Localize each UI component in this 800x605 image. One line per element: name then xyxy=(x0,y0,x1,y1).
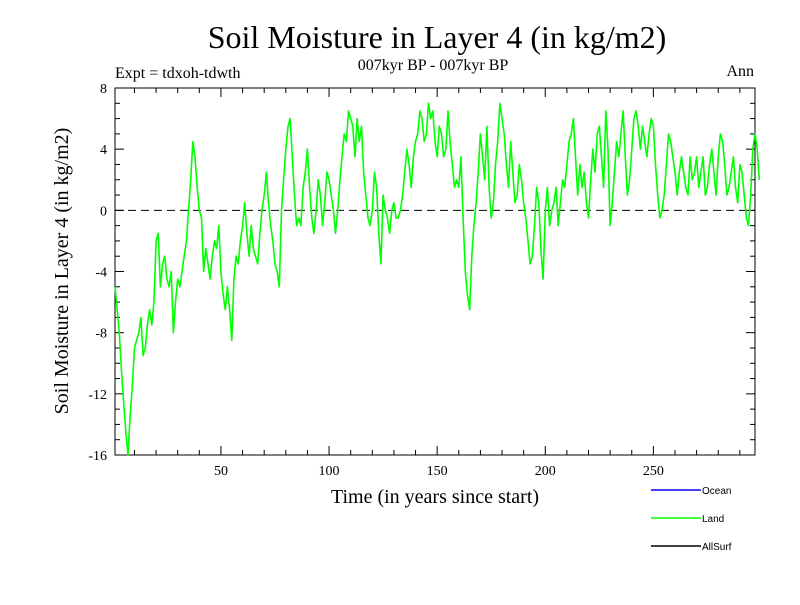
legend-label-ocean: Ocean xyxy=(702,486,731,497)
series-line-land xyxy=(114,102,761,456)
legend-label-allsurf: AllSurf xyxy=(702,542,732,553)
x-tick-label: 50 xyxy=(214,464,228,479)
y-tick-label: -4 xyxy=(95,266,107,281)
chart-subtitle: 007kyr BP - 007kyr BP xyxy=(358,57,509,74)
axis-ticks: 50 100 150 200 250 -16 -12 -8 -4 0 4 8 xyxy=(88,82,755,479)
season-label: Ann xyxy=(726,63,754,80)
y-tick-label: 4 xyxy=(100,143,107,158)
y-tick-label: 0 xyxy=(100,204,107,219)
x-axis-label: Time (in years since start) xyxy=(331,486,539,508)
series-lines xyxy=(114,102,761,456)
y-tick-label: -16 xyxy=(88,449,107,464)
y-tick-label: -12 xyxy=(88,388,107,403)
x-tick-label: 250 xyxy=(643,464,664,479)
x-tick-label: 200 xyxy=(535,464,556,479)
chart-title: Soil Moisture in Layer 4 (in kg/m2) xyxy=(208,19,667,55)
x-tick-label: 100 xyxy=(319,464,340,479)
y-tick-label: -8 xyxy=(95,327,107,342)
y-tick-label: 8 xyxy=(100,82,107,97)
legend-label-land: Land xyxy=(702,514,724,525)
x-tick-label: 150 xyxy=(427,464,448,479)
legend: Ocean Land AllSurf xyxy=(651,486,732,553)
y-axis-label: Soil Moisture in Layer 4 (in kg/m2) xyxy=(51,128,73,415)
expt-label: Expt = tdxoh-tdwth xyxy=(115,65,240,82)
